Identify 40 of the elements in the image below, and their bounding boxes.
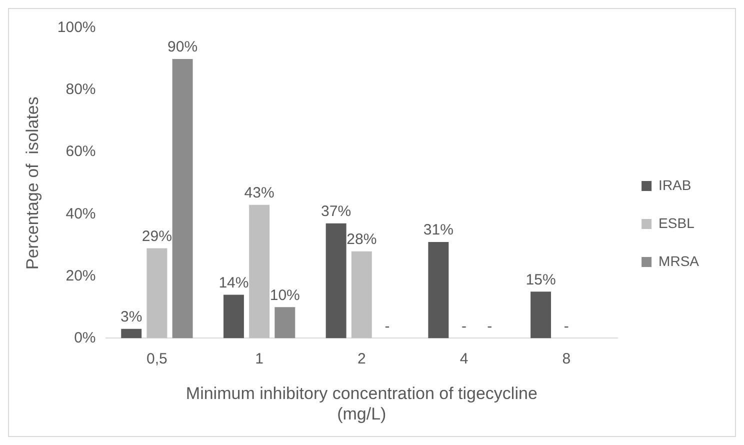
- bar: [351, 251, 372, 338]
- text: -: [462, 318, 467, 335]
- y-tick-label: 20%: [66, 267, 96, 284]
- y-axis-title: Percentage of isolates: [22, 96, 42, 270]
- bar: [121, 328, 142, 338]
- x-tick-label: 8: [562, 350, 571, 368]
- data-label: 43%: [244, 184, 274, 202]
- text: -: [384, 318, 390, 335]
- data-label: 31%: [423, 222, 454, 239]
- data-label: 28%: [346, 230, 377, 248]
- data-label: 37%: [321, 203, 352, 220]
- y-tick-label: 40%: [66, 205, 96, 222]
- legend-label: IRAB: [658, 176, 692, 193]
- x-tick-label: 2: [357, 350, 366, 368]
- bar: [172, 59, 193, 338]
- y-tick-label: 60%: [66, 143, 96, 160]
- y-tick-label: 0%: [74, 329, 96, 346]
- data-label: 14%: [218, 274, 249, 292]
- text: -: [487, 318, 492, 335]
- x-tick-label: 4: [460, 350, 468, 368]
- bar: [428, 242, 449, 338]
- bar: [530, 292, 552, 338]
- x-tick-label: 1: [255, 350, 264, 368]
- bar: [146, 248, 168, 338]
- x-axis-title: Minimum inhibitory concentration of tigecycline (mg/L): [186, 384, 538, 424]
- x-tick-label: 0,5: [146, 350, 168, 368]
- data-label: 90%: [168, 38, 198, 56]
- y-tick-label: 80%: [66, 81, 96, 98]
- legend-label: MRSA: [658, 252, 700, 269]
- data-label: 29%: [142, 228, 172, 245]
- text: -: [564, 318, 569, 335]
- bar: [249, 204, 270, 338]
- bar: [223, 294, 244, 338]
- bar: [274, 307, 296, 338]
- legend-label: ESBL: [658, 214, 695, 231]
- data-label: 15%: [526, 271, 556, 288]
- y-tick-label: 100%: [57, 19, 96, 36]
- data-label: 3%: [120, 308, 142, 326]
- bar: [326, 223, 346, 338]
- data-label: 10%: [270, 286, 300, 304]
